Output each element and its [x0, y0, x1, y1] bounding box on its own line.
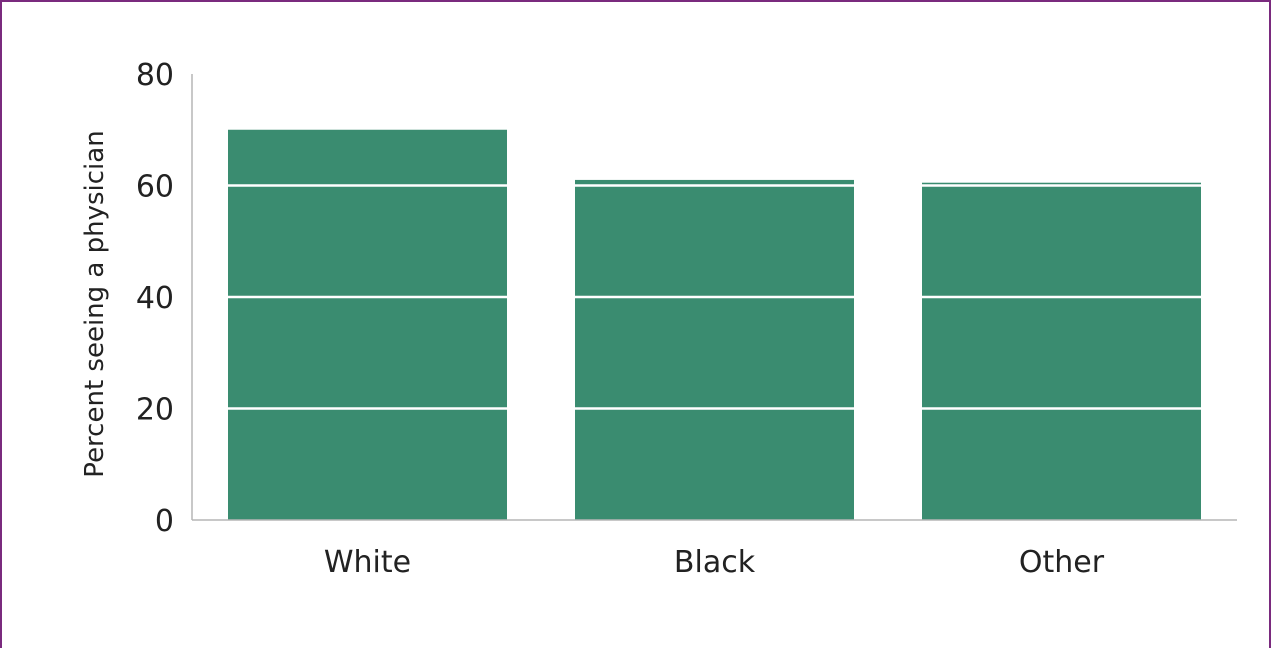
bar-other	[922, 182, 1201, 520]
x-category-label-other: Other	[1019, 545, 1105, 580]
y-tick-label-80: 80	[136, 58, 174, 93]
y-tick-label-40: 40	[136, 281, 174, 316]
x-category-labels: White Black Other	[324, 545, 1105, 580]
y-tick-label-0: 0	[155, 504, 174, 539]
y-tick-label-20: 20	[136, 393, 174, 428]
bar-white	[228, 129, 507, 520]
gridlines-layer	[193, 184, 1237, 410]
axes-layer	[191, 74, 1237, 521]
bars-layer	[228, 129, 1201, 521]
x-category-label-white: White	[324, 545, 411, 580]
bar-black	[575, 179, 854, 521]
y-axis-label: Percent seeing a physician	[80, 130, 110, 477]
y-tick-labels: 0 20 40 60 80	[136, 58, 174, 539]
x-category-label-black: Black	[674, 545, 756, 580]
y-tick-label-60: 60	[136, 170, 174, 205]
